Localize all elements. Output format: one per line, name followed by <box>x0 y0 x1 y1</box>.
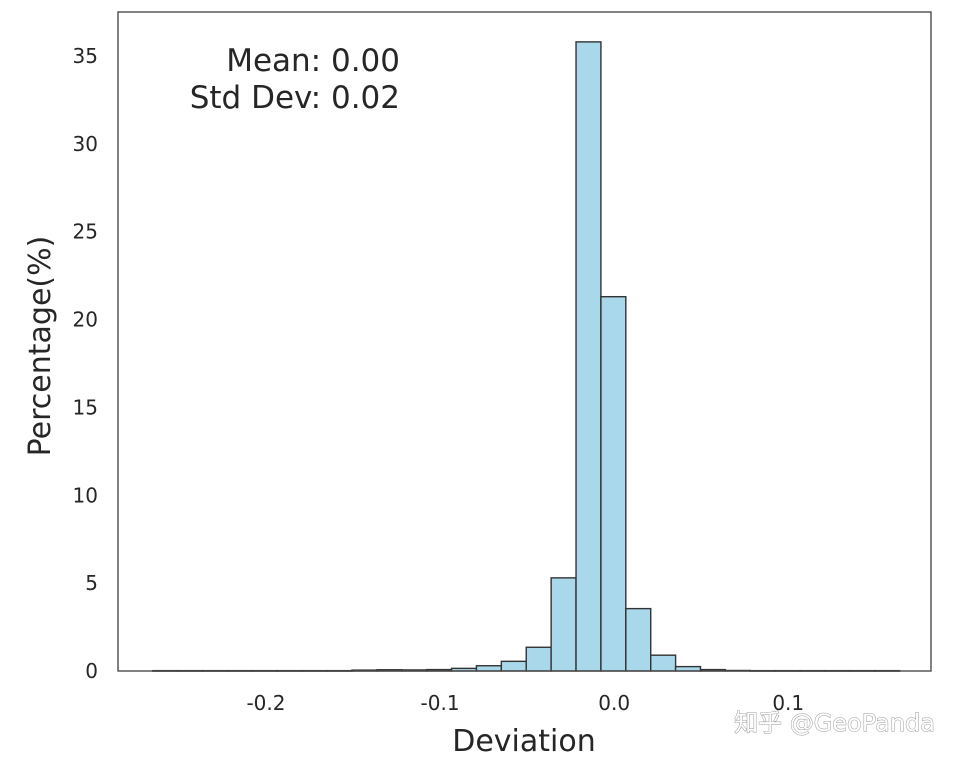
histogram-bar <box>550 577 577 672</box>
histogram-bar <box>575 41 602 672</box>
histogram-bar <box>500 660 527 672</box>
annotation-mean: Mean: 0.00 <box>226 43 400 79</box>
histogram-bar <box>525 646 552 672</box>
y-tick-label: 25 <box>73 220 98 244</box>
histogram-bar <box>600 295 627 672</box>
annotation-std-dev: Std Dev: 0.02 <box>190 80 400 116</box>
plot-frame <box>117 11 932 672</box>
y-tick-label: 0 <box>85 659 98 683</box>
y-tick-label: 30 <box>73 132 98 156</box>
x-axis-label: Deviation <box>452 724 596 759</box>
histogram-bar <box>625 607 652 672</box>
x-tick-label: -0.2 <box>246 691 285 715</box>
y-tick-label: 15 <box>73 395 98 419</box>
plot-area <box>118 12 931 671</box>
watermark: 知乎 @GeoPanda <box>734 709 935 737</box>
x-tick-labels: -0.2 -0.1 0.0 0.1 <box>246 691 804 715</box>
x-tick-label: -0.1 <box>421 691 460 715</box>
y-tick-label: 10 <box>73 483 98 507</box>
y-tick-label: 35 <box>73 44 98 68</box>
x-tick-label: 0.0 <box>598 691 630 715</box>
y-axis-label: Percentage(%) <box>23 236 58 457</box>
histogram-bar <box>475 665 503 672</box>
x-tick-label: 0.1 <box>772 691 804 715</box>
y-tick-label: 5 <box>85 571 98 595</box>
y-tick-labels: 0 5 10 15 20 25 30 35 <box>73 44 98 683</box>
histogram-bar <box>650 654 677 672</box>
y-tick-label: 20 <box>73 308 98 332</box>
